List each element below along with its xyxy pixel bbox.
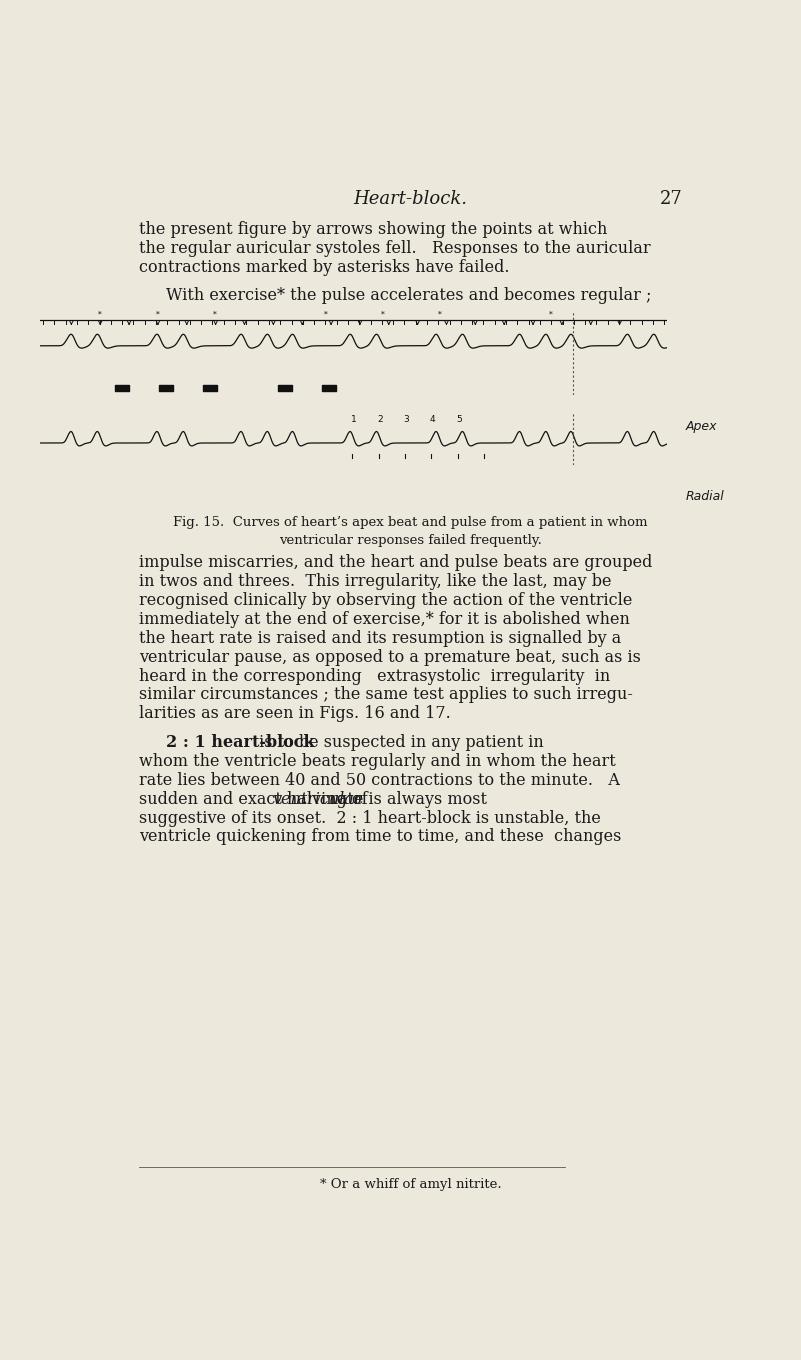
Text: the present figure by arrows showing the points at which: the present figure by arrows showing the…	[139, 220, 607, 238]
Text: larities as are seen in Figs. 16 and 17.: larities as are seen in Figs. 16 and 17.	[139, 706, 451, 722]
Text: immediately at the end of exercise,* for it is abolished when: immediately at the end of exercise,* for…	[139, 611, 630, 628]
Text: *: *	[155, 311, 159, 318]
Text: 2: 2	[377, 416, 383, 424]
Text: rate lies between 40 and 50 contractions to the minute.   A: rate lies between 40 and 50 contractions…	[139, 772, 620, 789]
Text: *: *	[213, 311, 217, 318]
Text: similar circumstances ; the same test applies to such irregu-: similar circumstances ; the same test ap…	[139, 687, 633, 703]
Text: ventricular: ventricular	[272, 790, 362, 808]
Text: 3: 3	[404, 416, 409, 424]
Text: in twos and threes.  This irregularity, like the last, may be: in twos and threes. This irregularity, l…	[139, 573, 611, 590]
Text: *: *	[381, 311, 385, 318]
Text: Apex: Apex	[686, 420, 718, 432]
Text: recognised clinically by observing the action of the ventricle: recognised clinically by observing the a…	[139, 592, 632, 609]
Text: 4: 4	[430, 416, 436, 424]
Text: *: *	[324, 311, 328, 318]
Text: contractions marked by asterisks have failed.: contractions marked by asterisks have fa…	[139, 258, 509, 276]
Text: impulse miscarries, and the heart and pulse beats are grouped: impulse miscarries, and the heart and pu…	[139, 555, 652, 571]
Text: With exercise* the pulse accelerates and becomes regular ;: With exercise* the pulse accelerates and…	[166, 287, 651, 303]
Text: whom the ventricle beats regularly and in whom the heart: whom the ventricle beats regularly and i…	[139, 753, 616, 770]
Text: 2 : 1 heart-block: 2 : 1 heart-block	[166, 734, 315, 751]
Text: Heart-block.: Heart-block.	[353, 190, 468, 208]
Text: pause.: pause.	[411, 325, 469, 341]
Text: is to be suspected in any patient in: is to be suspected in any patient in	[254, 734, 544, 751]
Text: Fig. 15.  Curves of heart’s apex beat and pulse from a patient in whom: Fig. 15. Curves of heart’s apex beat and…	[173, 515, 648, 529]
Text: suggestive of its onset.  2 : 1 heart-block is unstable, the: suggestive of its onset. 2 : 1 heart-blo…	[139, 809, 601, 827]
Text: ventricular pause, as opposed to a premature beat, such as is: ventricular pause, as opposed to a prema…	[139, 649, 641, 665]
Text: *: *	[438, 311, 442, 318]
Text: takes the form seen in Fig. 15.  Here each third or fourth: takes the form seen in Fig. 15. Here eac…	[139, 371, 606, 389]
Text: sudden and exact halving of: sudden and exact halving of	[139, 790, 372, 808]
Text: heard in the corresponding   extrasystolic  irregularity  in: heard in the corresponding extrasystolic…	[139, 668, 610, 684]
Text: When dropped beats are more frequent, the irregularity: When dropped beats are more frequent, th…	[166, 352, 625, 370]
Text: ventricle quickening from time to time, and these  changes: ventricle quickening from time to time, …	[139, 828, 622, 846]
Text: 27: 27	[659, 190, 682, 208]
Text: Radial: Radial	[686, 490, 725, 503]
Text: rate is always most: rate is always most	[324, 790, 487, 808]
Text: with rest the irregularity reappears and the first sign of its: with rest the irregularity reappears and…	[139, 306, 620, 322]
Text: 5: 5	[456, 416, 462, 424]
Text: *: *	[549, 311, 553, 318]
Text: the regular auricular systoles fell.   Responses to the auricular: the regular auricular systoles fell. Res…	[139, 239, 650, 257]
Text: * Or a whiff of amyl nitrite.: * Or a whiff of amyl nitrite.	[320, 1178, 501, 1191]
Text: ventricular: ventricular	[358, 325, 448, 341]
Text: return is the occurrence of an unusually long: return is the occurrence of an unusually…	[139, 325, 513, 341]
Text: 1: 1	[351, 416, 356, 424]
Text: the heart rate is raised and its resumption is signalled by a: the heart rate is raised and its resumpt…	[139, 630, 621, 647]
Text: *: *	[98, 311, 102, 318]
Text: ventricular responses failed frequently.: ventricular responses failed frequently.	[279, 533, 542, 547]
